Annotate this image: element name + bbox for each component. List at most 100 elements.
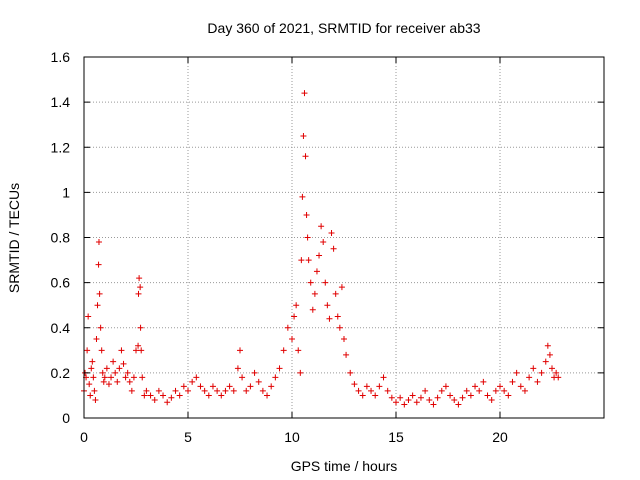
data-point — [214, 387, 221, 394]
data-point — [99, 369, 106, 376]
data-point — [95, 261, 102, 268]
data-point — [492, 387, 499, 394]
data-point — [143, 387, 150, 394]
data-point — [98, 347, 105, 354]
data-point — [309, 306, 316, 313]
data-point — [476, 387, 483, 394]
data-point — [300, 132, 307, 139]
data-point — [549, 365, 555, 372]
data-point — [501, 387, 508, 394]
x-axis-label: GPS time / hours — [291, 458, 398, 474]
data-point — [180, 383, 187, 390]
data-point — [133, 347, 139, 354]
x-tick-label: 0 — [80, 429, 88, 445]
data-point — [397, 394, 404, 401]
data-point — [553, 369, 560, 376]
data-point — [222, 387, 229, 394]
data-point — [237, 347, 243, 354]
data-point — [108, 374, 115, 381]
data-point — [120, 360, 127, 367]
data-point — [114, 378, 121, 385]
data-point — [168, 394, 175, 401]
y-tick-label: 1.2 — [51, 139, 71, 155]
data-point — [530, 365, 537, 372]
data-point — [130, 374, 137, 381]
data-point — [84, 347, 91, 354]
data-point — [413, 399, 420, 406]
data-point — [455, 401, 462, 408]
data-point — [334, 313, 341, 320]
data-point — [284, 324, 291, 331]
data-point — [197, 383, 204, 390]
data-point — [311, 290, 318, 297]
data-point — [189, 378, 196, 385]
data-point — [100, 378, 107, 385]
data-point — [363, 383, 370, 390]
data-point — [372, 392, 379, 399]
data-point — [255, 378, 262, 385]
data-point — [324, 302, 331, 309]
data-point — [280, 347, 287, 354]
data-point — [137, 284, 144, 291]
y-tick-label: 0.2 — [51, 365, 71, 381]
data-point — [509, 378, 516, 385]
data-point — [272, 374, 279, 381]
data-point — [359, 392, 366, 399]
chart-title: Day 360 of 2021, SRMTID for receiver ab3… — [207, 20, 480, 36]
data-point — [135, 342, 142, 349]
x-tick-label: 10 — [284, 429, 300, 445]
data-point — [85, 313, 92, 320]
data-point — [326, 315, 333, 322]
data-point — [384, 387, 391, 394]
data-point — [135, 290, 142, 297]
data-point — [330, 245, 337, 252]
data-point — [185, 387, 191, 394]
data-point — [139, 374, 146, 381]
data-point — [289, 336, 295, 343]
data-point — [126, 378, 133, 385]
data-point — [164, 399, 171, 406]
y-tick-label: 0.4 — [51, 320, 71, 336]
data-point — [546, 351, 553, 358]
data-point — [268, 383, 275, 390]
data-point — [172, 387, 179, 394]
data-point — [343, 351, 350, 358]
data-point — [218, 392, 225, 399]
data-point — [293, 302, 300, 309]
data-point — [328, 229, 335, 236]
data-point — [332, 290, 339, 297]
data-point — [243, 387, 250, 394]
data-point — [155, 387, 162, 394]
data-point — [128, 387, 135, 394]
data-point — [302, 153, 309, 160]
data-point — [97, 324, 104, 331]
data-point — [138, 347, 145, 354]
data-point — [96, 290, 103, 297]
data-point — [442, 383, 449, 390]
data-point — [341, 336, 347, 343]
data-points — [81, 90, 562, 408]
data-point — [447, 392, 454, 399]
data-point — [351, 381, 358, 388]
data-point — [118, 347, 125, 354]
data-point — [318, 223, 325, 230]
data-point — [472, 383, 479, 390]
data-point — [409, 392, 416, 399]
data-point — [101, 374, 108, 381]
x-tick-label: 20 — [492, 429, 508, 445]
data-point — [336, 324, 343, 331]
data-point — [112, 369, 119, 376]
data-point — [484, 392, 491, 399]
data-point — [251, 369, 258, 376]
y-tick-label: 0 — [62, 410, 70, 426]
y-axis-label: SRMTID / TECUs — [6, 183, 22, 293]
data-point — [298, 257, 305, 264]
data-point — [205, 392, 212, 399]
data-point — [176, 392, 183, 399]
data-point — [234, 365, 241, 372]
data-point — [105, 381, 112, 388]
data-point — [124, 369, 131, 376]
data-point — [141, 392, 148, 399]
data-point — [295, 347, 302, 354]
